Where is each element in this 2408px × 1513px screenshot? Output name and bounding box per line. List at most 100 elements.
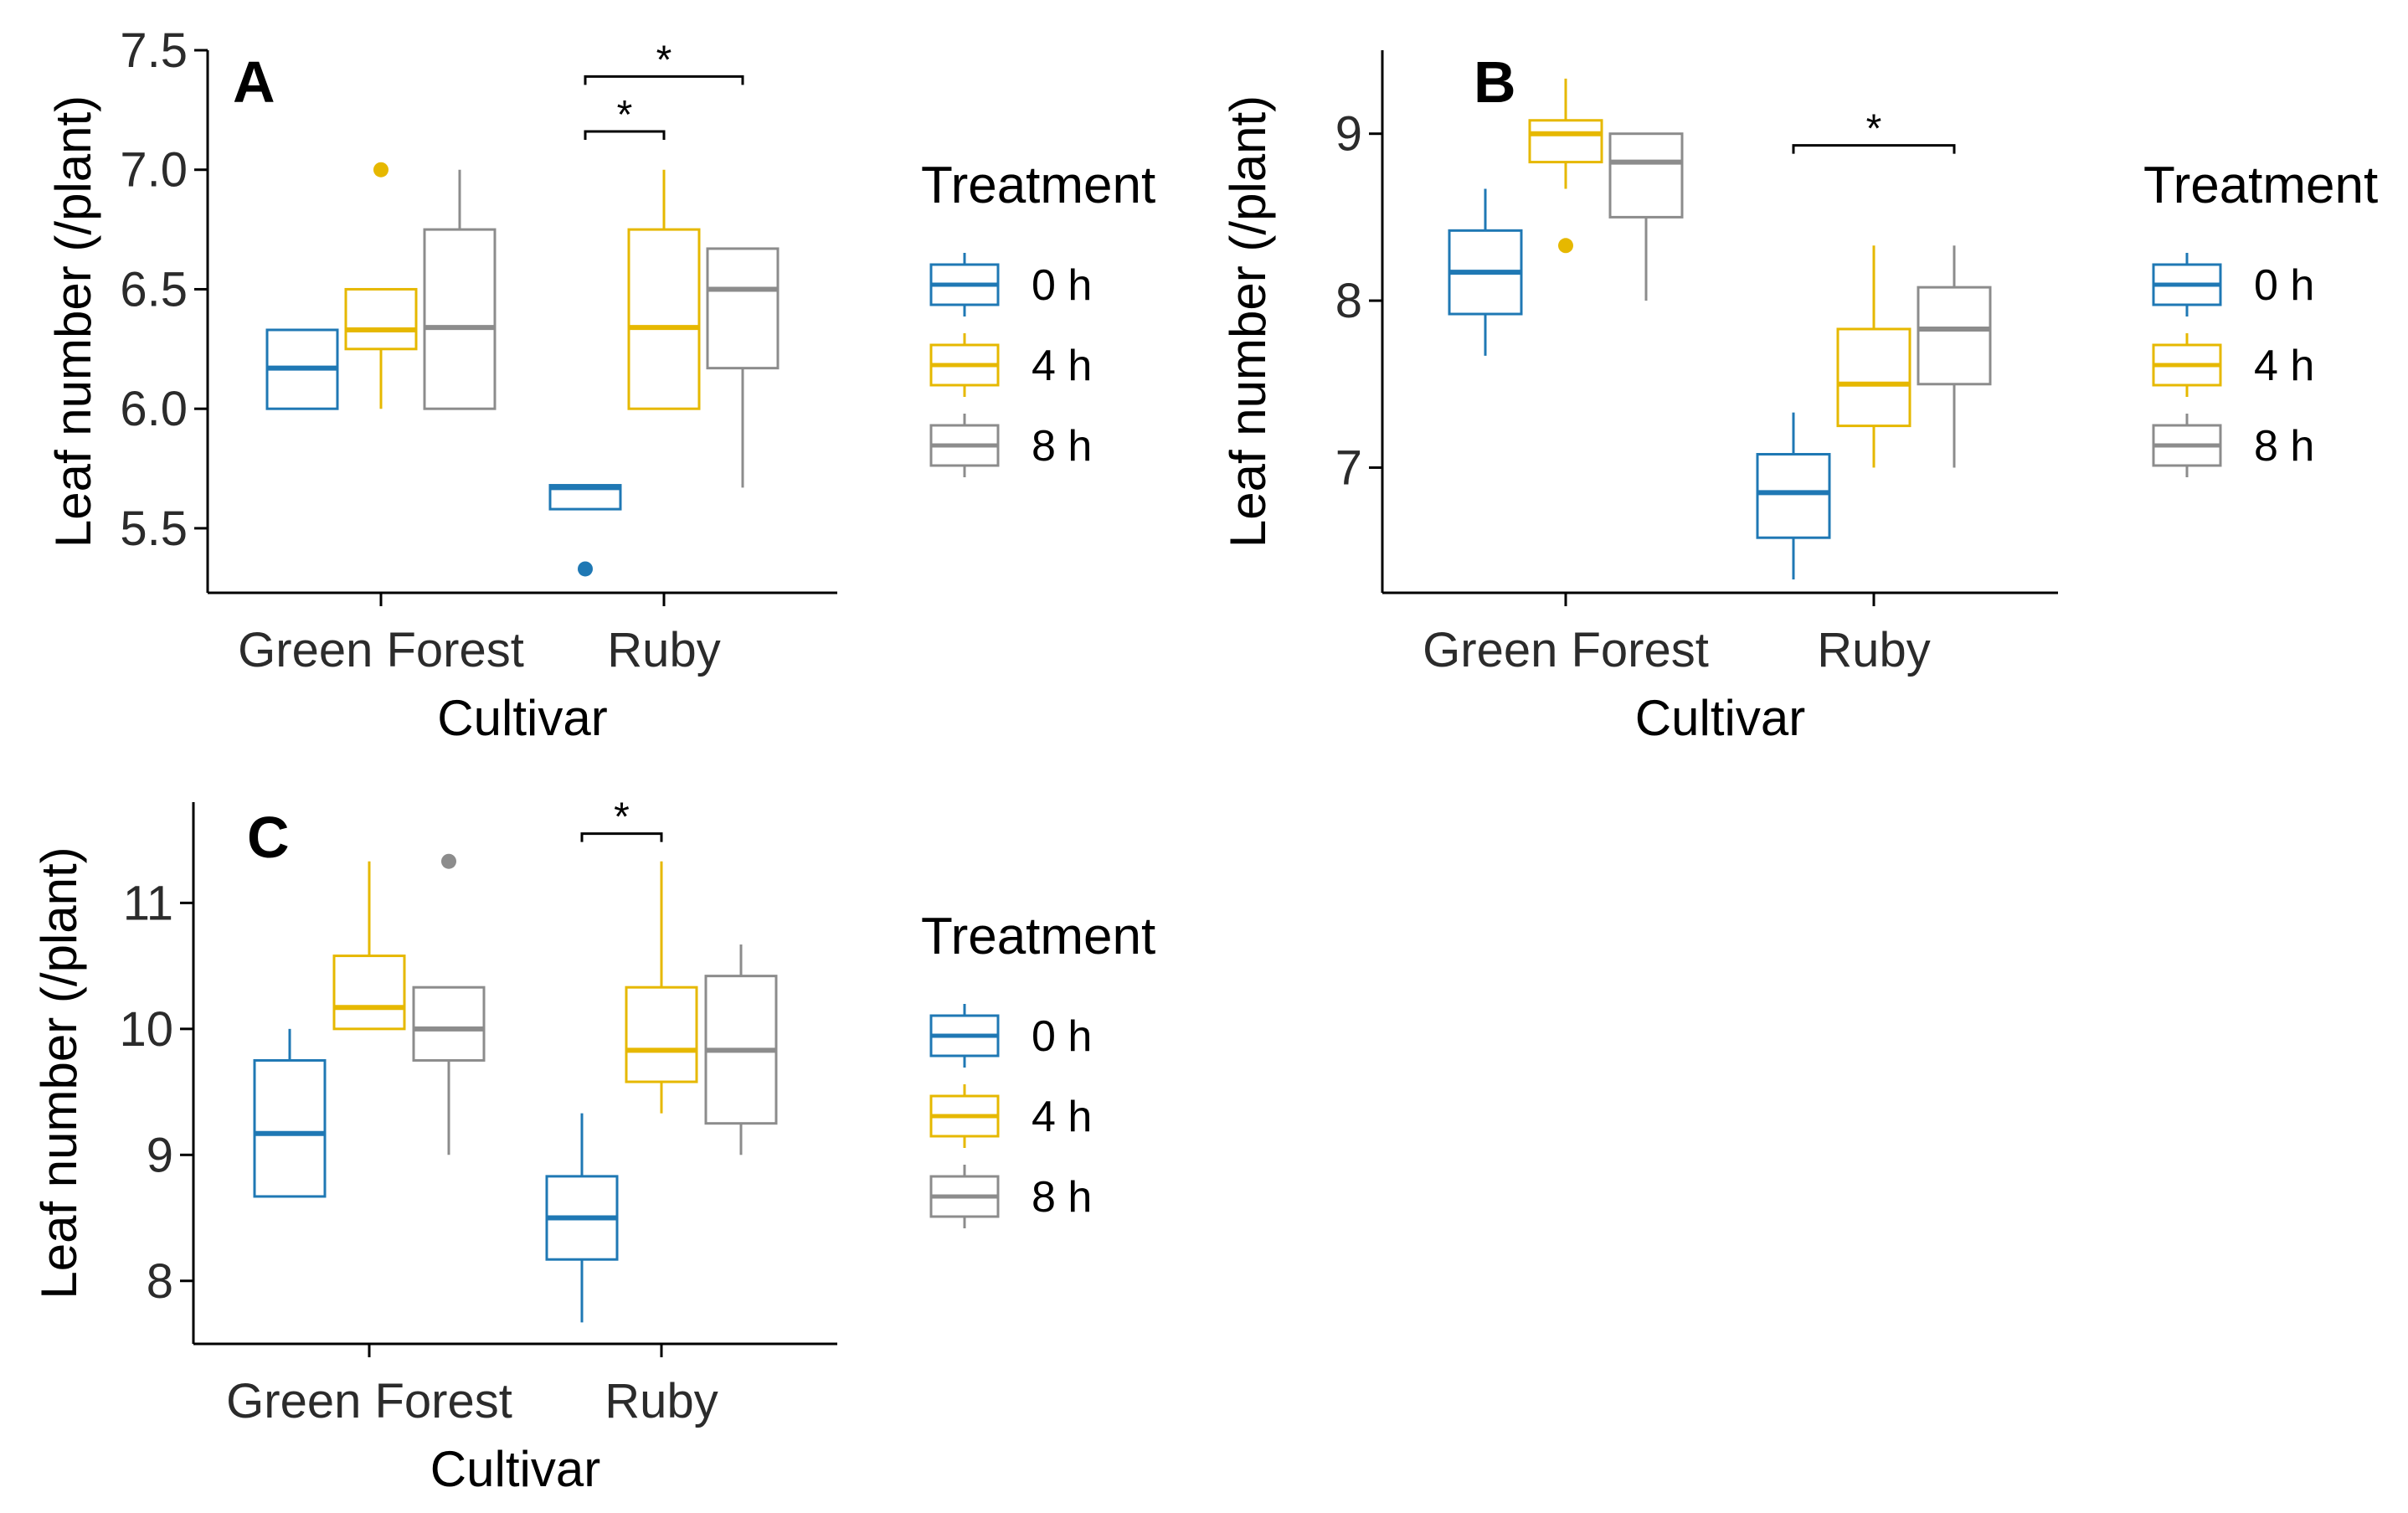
y-tick-label: 7.0: [120, 143, 188, 198]
legend-item-8h: 8 h: [2152, 414, 2314, 477]
legend-label: 0 h: [1032, 1012, 1092, 1061]
x-tick-label: Ruby: [605, 1374, 718, 1428]
legend-label: 4 h: [2254, 342, 2314, 390]
y-tick-label: 9: [147, 1128, 173, 1182]
box-8h-green-forest: [1608, 132, 1684, 301]
box-8h-ruby: [706, 247, 780, 488]
significance-bracket: *: [584, 93, 666, 141]
box-iqr: [332, 955, 406, 1031]
significance-star: *: [614, 795, 630, 840]
box-iqr: [1608, 132, 1684, 219]
legend-item-8h: 8 h: [929, 1165, 1092, 1228]
legend-label: 8 h: [1032, 1173, 1092, 1222]
y-tick-label: 6.5: [120, 262, 188, 316]
outlier-point: [578, 561, 593, 577]
bracket-line: [584, 130, 666, 141]
box-0h-ruby: [548, 484, 622, 577]
box-iqr: [344, 287, 418, 351]
significance-bracket: *: [584, 38, 744, 85]
y-tick-label: 7: [1335, 440, 1362, 495]
y-tick-label: 10: [119, 1002, 173, 1057]
box-iqr: [423, 228, 497, 410]
legend-item-4h: 4 h: [2152, 333, 2314, 397]
y-tick-label: 8: [1335, 274, 1362, 328]
legend-label: 0 h: [2254, 261, 2314, 310]
y-tick-label: 8: [147, 1254, 173, 1309]
box-iqr: [625, 986, 698, 1083]
x-axis-title: Cultivar: [1635, 690, 1805, 746]
box-4h-ruby: [627, 169, 701, 410]
x-tick-label: Ruby: [1817, 623, 1930, 677]
legend: Treatment 0 h 4 h 8 h: [921, 908, 1155, 1228]
box-8h-ruby: [1917, 245, 1992, 468]
box-0h-green-forest: [1448, 188, 1523, 356]
outlier-point: [1558, 238, 1573, 254]
legend-item-8h: 8 h: [929, 414, 1092, 477]
box-iqr: [1528, 119, 1603, 164]
x-tick-label: Green Forest: [238, 623, 524, 677]
legend-label: 8 h: [2254, 422, 2314, 471]
box-4h-ruby: [1836, 245, 1911, 468]
box-8h-green-forest: [412, 853, 486, 1155]
x-tick-label: Green Forest: [226, 1374, 512, 1428]
x-axis-title: Cultivar: [437, 690, 607, 746]
box-0h-green-forest: [253, 1028, 327, 1198]
bracket-line: [584, 75, 744, 85]
legend-item-4h: 4 h: [929, 333, 1092, 397]
legend-label: 8 h: [1032, 422, 1092, 471]
legend-title: Treatment: [921, 908, 1155, 965]
legend-label: 4 h: [1032, 342, 1092, 390]
panel-label: B: [1474, 49, 1516, 115]
bracket-line: [580, 832, 663, 842]
box-4h-green-forest: [344, 162, 418, 409]
box-iqr: [1917, 286, 1992, 386]
significance-star: *: [656, 38, 672, 82]
y-tick-label: 9: [1335, 107, 1362, 162]
y-tick-label: 7.5: [120, 23, 188, 78]
significance-bracket: *: [1792, 107, 1956, 154]
legend-item-4h: 4 h: [929, 1084, 1092, 1148]
outlier-point: [373, 162, 388, 178]
legend-label: 4 h: [1032, 1093, 1092, 1141]
panel-label: C: [247, 805, 290, 870]
significance-bracket: *: [580, 795, 663, 842]
box-iqr: [627, 228, 701, 410]
significance-star: *: [1866, 107, 1882, 152]
y-tick-label: 5.5: [120, 502, 188, 556]
box-iqr: [253, 1058, 327, 1198]
box-0h-ruby: [1756, 412, 1831, 580]
y-axis-title: Leaf number (/plant): [1220, 95, 1276, 548]
box-8h-green-forest: [423, 169, 497, 410]
legend: Treatment 0 h 4 h 8 h: [921, 157, 1155, 477]
significance-star: *: [617, 93, 633, 137]
legend: Treatment 0 h 4 h 8 h: [2143, 157, 2378, 477]
legend-item-0h: 0 h: [929, 253, 1092, 316]
x-tick-label: Green Forest: [1423, 623, 1709, 677]
box-4h-ruby: [625, 861, 698, 1114]
legend-item-0h: 0 h: [929, 1004, 1092, 1068]
y-tick-label: 6.0: [120, 382, 188, 436]
panel-label: A: [233, 49, 275, 115]
legend-title: Treatment: [2143, 157, 2378, 214]
box-0h-green-forest: [265, 328, 339, 410]
box-4h-green-forest: [1528, 78, 1603, 254]
y-axis-title: Leaf number (/plant): [31, 847, 87, 1299]
outlier-point: [441, 853, 456, 869]
x-axis-title: Cultivar: [430, 1441, 600, 1497]
box-0h-ruby: [545, 1113, 619, 1323]
box-4h-green-forest: [332, 861, 406, 1031]
y-tick-label: 11: [123, 876, 173, 930]
box-iqr: [412, 986, 486, 1062]
legend-item-0h: 0 h: [2152, 253, 2314, 316]
x-tick-label: Ruby: [607, 623, 720, 677]
legend-label: 0 h: [1032, 261, 1092, 310]
y-axis-title: Leaf number (/plant): [45, 95, 101, 548]
bracket-line: [1792, 144, 1956, 154]
box-iqr: [1756, 453, 1831, 539]
legend-title: Treatment: [921, 157, 1155, 214]
box-8h-ruby: [704, 944, 778, 1155]
